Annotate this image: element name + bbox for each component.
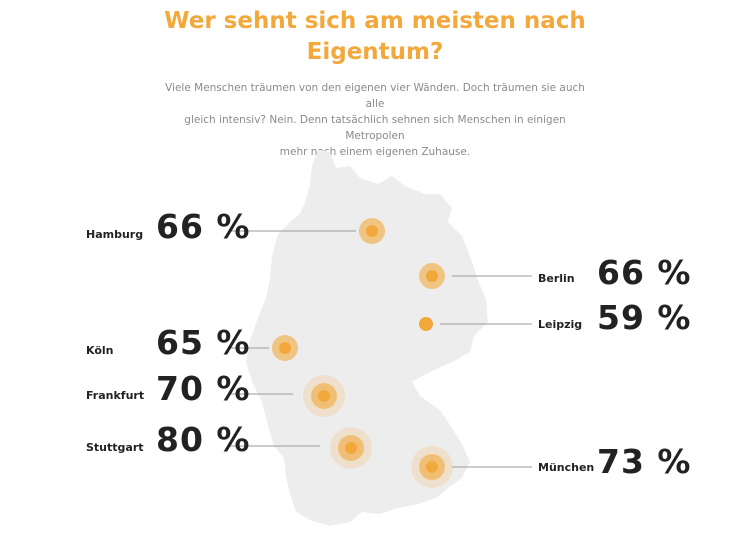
city-label-koeln: Köln <box>86 344 114 357</box>
percent-stuttgart: 80 % <box>156 420 251 459</box>
percent-berlin: 66 % <box>597 253 692 292</box>
city-label-frankfurt: Frankfurt <box>86 389 145 402</box>
marker-dot-frankfurt <box>318 390 330 402</box>
page-title: Wer sehnt sich am meisten nach Eigentum? <box>0 6 750 68</box>
city-label-stuttgart: Stuttgart <box>86 441 144 454</box>
percent-leipzig: 59 % <box>597 298 692 337</box>
marker-dot-koeln <box>279 342 291 354</box>
intro-line-2: gleich intensiv? Nein. Denn tatsächlich … <box>184 114 566 142</box>
city-label-muenchen: München <box>538 461 595 474</box>
city-label-hamburg: Hamburg <box>86 228 144 241</box>
city-markers <box>272 218 453 488</box>
marker-dot-muenchen <box>426 461 438 473</box>
city-label-berlin: Berlin <box>538 272 575 285</box>
title-line-2: Eigentum? <box>306 39 444 65</box>
marker-dot-leipzig <box>419 317 433 331</box>
percent-hamburg: 66 % <box>156 207 251 246</box>
percent-muenchen: 73 % <box>597 442 692 481</box>
intro-line-1: Viele Menschen träumen von den eigenen v… <box>165 82 585 110</box>
germany-map-shape <box>246 150 488 526</box>
title-line-1: Wer sehnt sich am meisten nach <box>164 8 586 34</box>
leader-lines <box>228 230 532 468</box>
marker-dot-berlin <box>426 270 438 282</box>
marker-dot-hamburg <box>366 225 378 237</box>
percent-frankfurt: 70 % <box>156 369 251 408</box>
city-label-leipzig: Leipzig <box>538 318 583 331</box>
marker-dot-stuttgart <box>345 442 357 454</box>
percent-koeln: 65 % <box>156 323 251 362</box>
